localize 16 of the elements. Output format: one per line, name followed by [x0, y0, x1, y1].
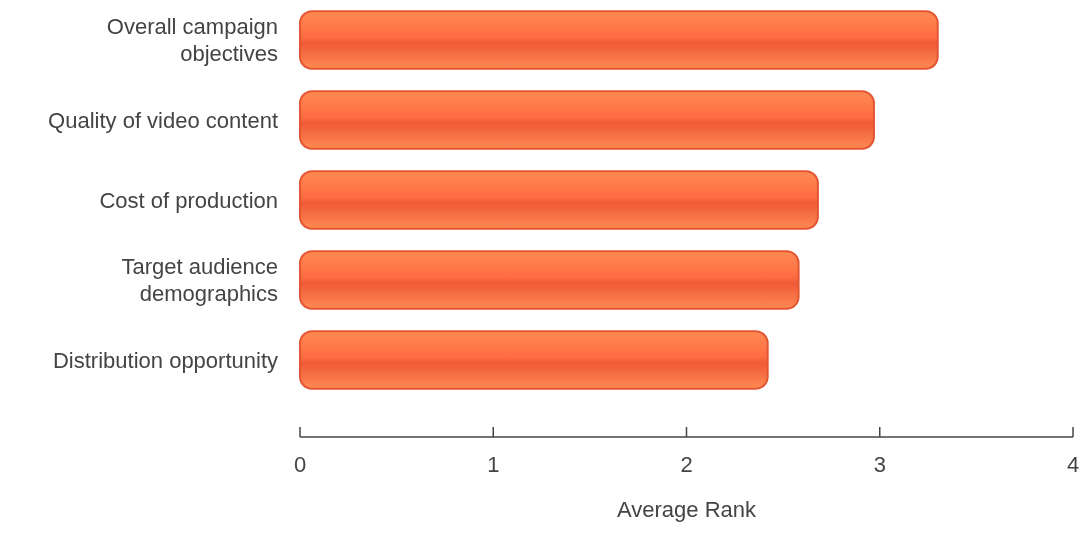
- y-tick-label: Distribution opportunity: [52, 347, 278, 373]
- x-axis-title: Average Rank: [616, 497, 758, 522]
- x-tick-label: 3: [873, 452, 886, 477]
- bar: [299, 10, 939, 70]
- bar: [299, 330, 769, 390]
- x-tick-label: 0: [293, 452, 307, 477]
- bar: [299, 90, 875, 150]
- x-tick-label: 1: [487, 452, 500, 477]
- y-tick-label: Overall campaign objectives: [106, 14, 278, 67]
- x-tick-label: 2: [680, 452, 693, 477]
- y-tick-label: Target audience demographics: [121, 254, 278, 307]
- bar: [299, 250, 800, 310]
- bar: [299, 170, 819, 230]
- x-tick-label: 4: [1066, 452, 1080, 477]
- y-tick-label: Cost of production: [99, 187, 278, 213]
- y-tick-label: Quality of video content: [48, 107, 278, 133]
